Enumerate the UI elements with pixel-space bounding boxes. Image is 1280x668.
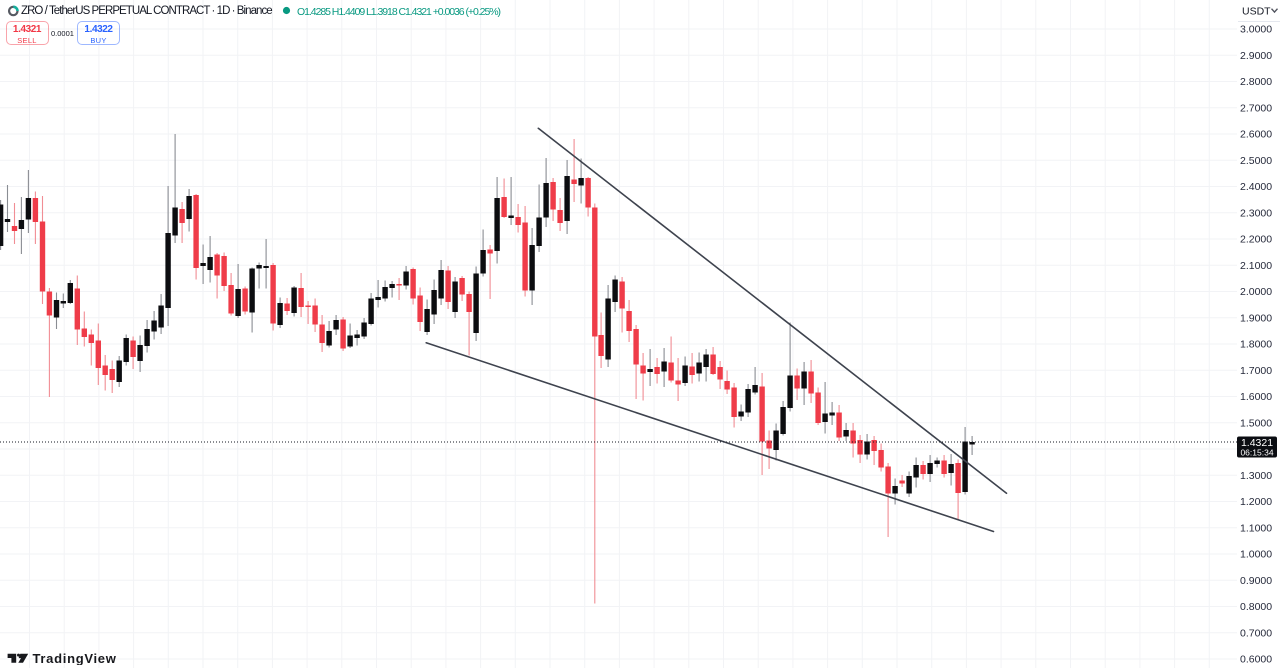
svg-text:2.9000: 2.9000 <box>1240 50 1272 62</box>
svg-text:2.6000: 2.6000 <box>1240 129 1272 141</box>
svg-text:0.9000: 0.9000 <box>1240 575 1272 587</box>
svg-text:2.1000: 2.1000 <box>1240 260 1272 272</box>
svg-text:1.6000: 1.6000 <box>1240 391 1272 403</box>
svg-text:0.7000: 0.7000 <box>1240 627 1272 639</box>
svg-text:1.0000: 1.0000 <box>1240 549 1272 561</box>
svg-text:0.8000: 0.8000 <box>1240 601 1272 613</box>
svg-text:2.5000: 2.5000 <box>1240 155 1272 167</box>
svg-text:1.1000: 1.1000 <box>1240 522 1272 534</box>
svg-text:1.5000: 1.5000 <box>1240 417 1272 429</box>
svg-text:3.0000: 3.0000 <box>1240 24 1272 36</box>
svg-text:USDT: USDT <box>1242 5 1271 17</box>
svg-text:1.3000: 1.3000 <box>1240 470 1272 482</box>
svg-text:1.8000: 1.8000 <box>1240 339 1272 351</box>
svg-text:1.9000: 1.9000 <box>1240 312 1272 324</box>
svg-text:2.0000: 2.0000 <box>1240 286 1272 298</box>
svg-text:2.7000: 2.7000 <box>1240 102 1272 114</box>
svg-text:1.4321: 1.4321 <box>1241 437 1273 449</box>
svg-text:2.8000: 2.8000 <box>1240 76 1272 88</box>
svg-text:06:15:34: 06:15:34 <box>1240 448 1273 458</box>
svg-text:2.2000: 2.2000 <box>1240 234 1272 246</box>
svg-text:2.3000: 2.3000 <box>1240 207 1272 219</box>
svg-text:TradingView: TradingView <box>33 651 117 665</box>
svg-text:1.7000: 1.7000 <box>1240 365 1272 377</box>
svg-text:2.4000: 2.4000 <box>1240 181 1272 193</box>
svg-text:1.2000: 1.2000 <box>1240 496 1272 508</box>
svg-text:0.6000: 0.6000 <box>1240 654 1272 666</box>
